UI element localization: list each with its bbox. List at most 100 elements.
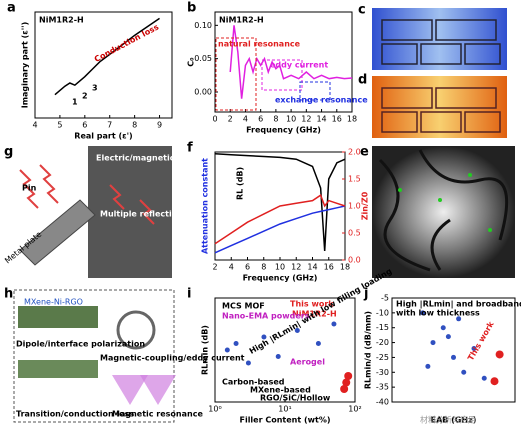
x-tick-label: 18 [347, 115, 357, 124]
panel-label: a [7, 1, 16, 16]
annotation: High |RLmin| and broadband [396, 300, 521, 309]
point [451, 354, 456, 360]
y-tick-label: -25 [376, 353, 389, 362]
x-tick-label: 2 [228, 115, 233, 124]
panel-label: f [187, 141, 193, 156]
plot-frame [34, 11, 173, 119]
plot-frame [391, 297, 516, 403]
text: Pin [22, 184, 37, 193]
point [430, 340, 436, 346]
text: Transition/conduction loss [16, 410, 134, 419]
y-tick-label: -30 [376, 368, 389, 377]
text: Multiple reflections [100, 210, 188, 219]
x-tick-label: 8 [261, 263, 266, 272]
waves [19, 164, 155, 225]
y-tick-label: 0.10 [194, 21, 212, 30]
frame [13, 289, 175, 423]
x-tick-label: 16 [324, 263, 334, 272]
y2-tick-label: 1.0 [348, 202, 361, 211]
x-tick-label: 8 [273, 115, 278, 124]
x-tick-label: 14 [316, 115, 326, 124]
annotation: RGO/SiC/Hollow [260, 394, 331, 403]
x-tick-label: 16 [332, 115, 342, 124]
panel-label: c [358, 3, 366, 18]
text: Magnetic-coupling/eddy current [100, 354, 245, 363]
x-tick-label: 4 [32, 121, 37, 130]
point [344, 372, 353, 380]
x-tick-label: 10² [348, 405, 361, 414]
x-tick-label: 12 [301, 115, 311, 124]
x-axis-label: Frequency (GHz) [246, 126, 321, 135]
y-tick-label: -20 [376, 338, 389, 347]
text: Electric/magnetic-coupling [96, 154, 217, 163]
text: Dipole/interface polarization [16, 340, 145, 349]
line [54, 17, 160, 96]
point [440, 325, 446, 331]
point [315, 341, 321, 346]
y2-tick-label: 0.0 [348, 256, 361, 265]
y-axis-label: Attenuation constant [201, 158, 210, 254]
panel-label: d [358, 73, 367, 88]
point [495, 350, 504, 359]
highlight-box [299, 81, 331, 101]
annotation: Nano-EMA powders [222, 312, 310, 321]
chart-title: NiM1R2-H [219, 16, 264, 25]
x-axis-label: Filler Content (wt%) [239, 416, 330, 425]
annotation: 2 [82, 92, 88, 101]
point [233, 341, 239, 346]
cone [112, 375, 148, 405]
panel-label: i [187, 287, 191, 302]
field-map [372, 76, 507, 138]
annotation: RL (dB) [236, 167, 245, 200]
panel-label: g [4, 145, 13, 160]
x-tick-label: 2 [212, 263, 217, 272]
layers [18, 306, 98, 328]
text: MXene-Ni-RGO [24, 298, 83, 307]
point [224, 347, 230, 353]
point [425, 363, 431, 369]
x-tick-label: 12 [291, 263, 301, 272]
annotation: with low thickness [396, 309, 480, 318]
markers [398, 173, 492, 232]
point [445, 334, 451, 340]
point [245, 360, 251, 366]
grid-blocks [381, 19, 501, 65]
point [261, 334, 267, 340]
point [275, 354, 281, 359]
x-tick-label: 14 [307, 263, 317, 272]
point [481, 375, 487, 381]
highlight-box [215, 37, 257, 111]
point [420, 310, 426, 316]
x-axis-label: EAB (GHz) [431, 416, 477, 425]
micrograph [88, 146, 172, 278]
y-axis-label: RLmin/d (dB/mm) [364, 311, 373, 389]
x-tick-label: 10⁰ [208, 405, 221, 414]
panel-label: e [360, 145, 369, 160]
point [490, 377, 499, 386]
watermark: 材料分析与应用 [420, 415, 476, 425]
point [342, 378, 351, 387]
coupling-ring [116, 310, 156, 350]
annotation: MCS MOF [222, 302, 265, 311]
layers [18, 360, 98, 378]
text: Magnetic resonance [112, 410, 203, 419]
chart-title: NiM1R2-H [39, 16, 84, 25]
x-tick-label: 4 [243, 115, 248, 124]
metal-plate [19, 199, 96, 266]
line [214, 194, 346, 245]
panel-label: j [363, 287, 368, 302]
annotation: eddy current [270, 61, 328, 70]
cone [140, 375, 176, 405]
y-tick-label: 0.00 [194, 88, 212, 97]
y-tick-label: -10 [376, 308, 389, 317]
panel-label: h [4, 287, 13, 302]
point [294, 328, 300, 333]
x-axis-label: Frequency (GHz) [243, 274, 318, 283]
x-tick-label: 5 [57, 121, 62, 130]
y2-tick-label: 2.0 [348, 148, 361, 157]
y2-axis-label: Zin/Z0 [361, 191, 370, 220]
x-tick-label: 10 [275, 263, 285, 272]
annotation: Aerogel [290, 358, 325, 367]
x-tick-label: 0 [212, 115, 217, 124]
